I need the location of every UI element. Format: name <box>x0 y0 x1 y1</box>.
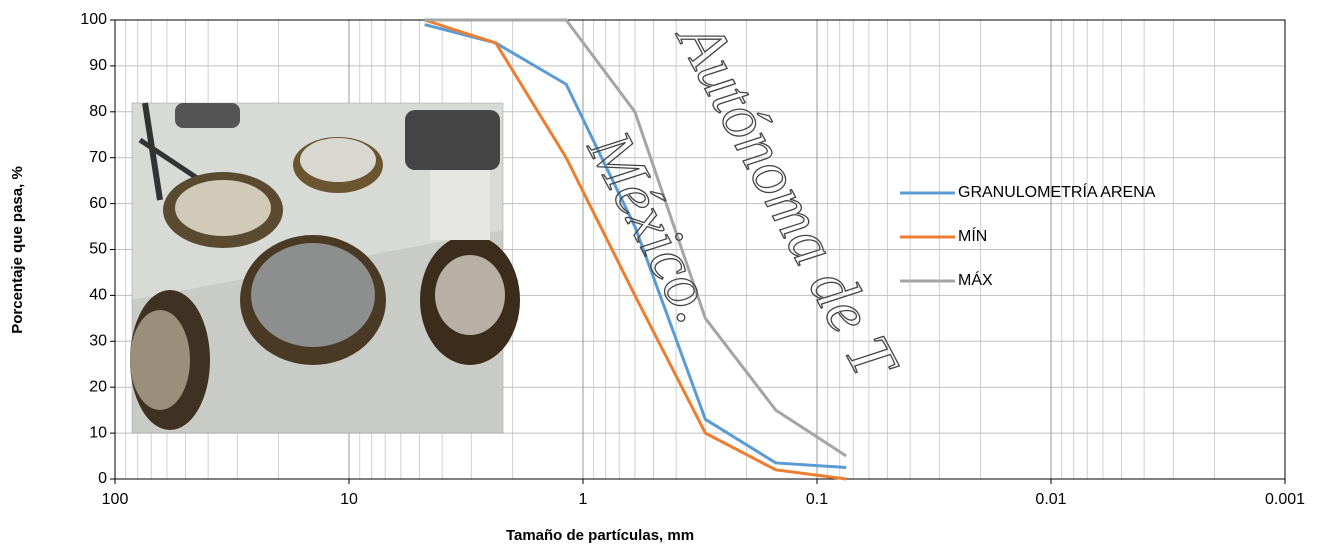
x-axis-title: Tamaño de partículas, mm <box>506 527 694 544</box>
y-axis-title: Porcentaje que pasa, % <box>9 166 26 334</box>
y-tick-label: 80 <box>89 103 107 120</box>
legend-label: GRANULOMETRÍA ARENA <box>958 182 1156 201</box>
legend: GRANULOMETRÍA ARENA MÍN MÁX <box>900 182 1156 289</box>
chart: 0 10 20 30 40 50 60 70 80 90 100 100 10 1 0.1 0.01 0.001… <box>0 0 1328 550</box>
watermark: Autónoma de T <box>663 7 913 393</box>
x-tick-label: 100 <box>102 491 129 508</box>
legend-label: MÁX <box>958 270 993 289</box>
y-tick-label: 10 <box>89 424 107 441</box>
y-tick-label: 50 <box>89 241 107 258</box>
y-tick-label: 60 <box>89 195 107 212</box>
x-tick-label: 1 <box>579 491 588 508</box>
y-tick-label: 30 <box>89 333 107 350</box>
legend-label: MÍN <box>958 226 987 245</box>
y-tick-label: 70 <box>89 149 107 166</box>
y-tick-label: 100 <box>80 11 107 28</box>
y-tick-label: 20 <box>89 378 107 395</box>
y-tick-label: 40 <box>89 287 107 304</box>
x-tick-label: 0.001 <box>1265 491 1305 508</box>
x-tick-label: 0.01 <box>1035 491 1066 508</box>
x-tick-label: 0.1 <box>806 491 828 508</box>
photo <box>130 103 520 433</box>
y-tick-label: 90 <box>89 57 107 74</box>
watermark: México. <box>574 119 733 334</box>
y-tick-label: 0 <box>98 470 107 487</box>
x-tick-label: 10 <box>340 491 358 508</box>
